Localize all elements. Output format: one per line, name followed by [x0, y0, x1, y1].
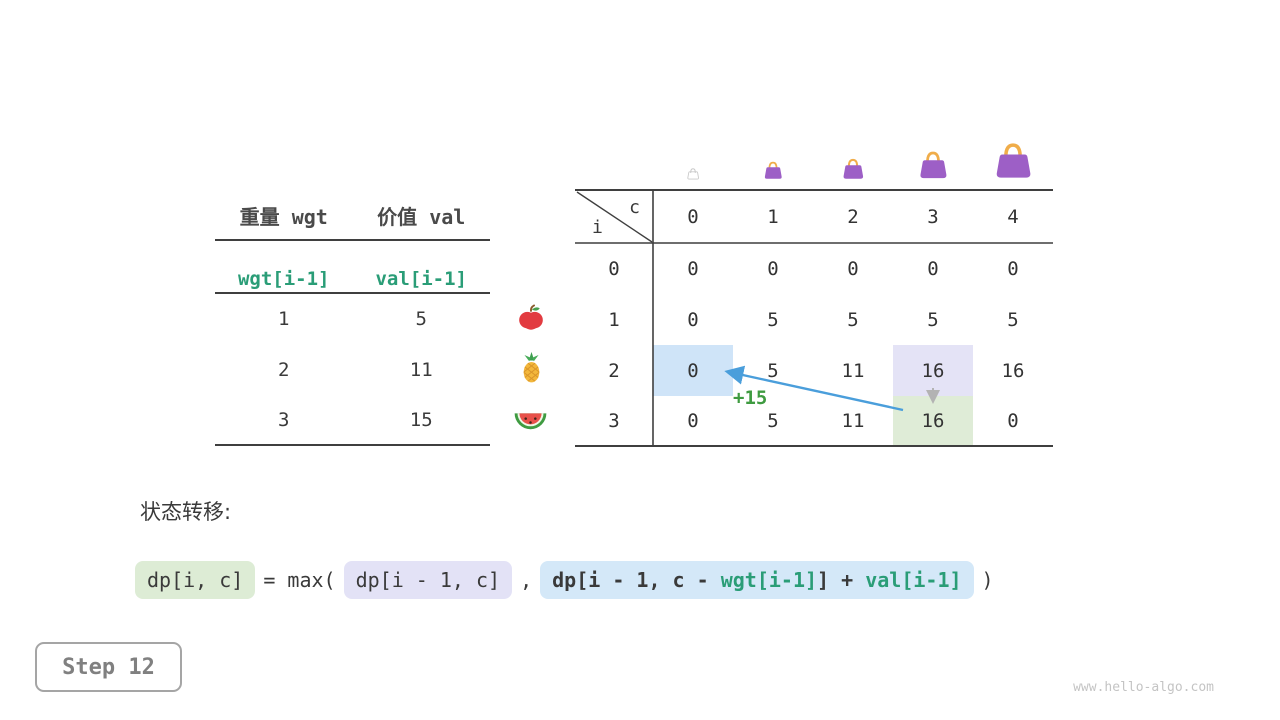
- state-transition-formula: dp[i, c] = max( dp[i - 1, c] , dp[i - 1,…: [135, 561, 994, 599]
- pineapple-icon: [523, 351, 540, 383]
- dp-cell-0-0: 0: [687, 257, 699, 280]
- dp-row-header-2: 2: [608, 359, 620, 382]
- dp-corner-row-var: i: [592, 217, 603, 238]
- dp-cell-3-0: 0: [687, 410, 699, 432]
- bag-capacity-2-icon: [843, 158, 864, 179]
- dp-corner-cell: c i: [575, 190, 653, 243]
- bag-capacity-4-icon: [996, 143, 1031, 178]
- dp-cell-1-1: 5: [767, 308, 779, 331]
- dp-cell-3-3: 16: [893, 396, 973, 446]
- formula-option-keep: dp[i - 1, c]: [343, 561, 513, 599]
- dp-cell-1-4: 5: [1007, 308, 1019, 331]
- step-label: Step 12: [62, 654, 155, 680]
- dp-cell-1-0: 0: [687, 308, 699, 331]
- dp-row-header-3: 3: [608, 410, 620, 432]
- dp-cell-3-1: 5: [767, 410, 779, 432]
- dp-col-header-4: 4: [1007, 205, 1019, 228]
- watermark: www.hello-algo.com: [1073, 680, 1214, 695]
- dp-col-header-3: 3: [927, 205, 939, 228]
- dp-cell-3-2: 11: [841, 410, 865, 432]
- item-weight-cell: 2: [278, 358, 290, 381]
- dp-table: c i 0 1 2 3 4 0 0 0 0 0 0 1 0 5 5 5 5 2 …: [575, 190, 1053, 446]
- step-indicator: Step 12: [35, 642, 182, 692]
- item-weight-cell: 3: [278, 409, 290, 431]
- dp-cell-2-0: 0: [653, 345, 733, 396]
- dp-cell-2-3: 16: [893, 345, 973, 396]
- bag-capacity-1-icon: [764, 161, 782, 179]
- dp-cell-2-4: 16: [1001, 359, 1025, 382]
- dp-cell-2-2: 11: [841, 359, 865, 382]
- dp-cell-1-3: 5: [927, 308, 939, 331]
- items-header-value: 价值 val: [377, 204, 466, 229]
- items-table: 重量 wgt 价值 val wgt[i-1] val[i-1] 1 5 2 11…: [215, 190, 490, 445]
- formula-take-val: val[i-1]: [865, 568, 962, 592]
- watermelon-icon: [514, 413, 547, 430]
- dp-col-header-1: 1: [767, 205, 779, 228]
- formula-dp-current: dp[i, c]: [135, 561, 256, 599]
- apple-icon: [519, 304, 543, 330]
- dp-cell-1-2: 5: [847, 308, 859, 331]
- formula-take-wgt: wgt[i-1]: [720, 568, 818, 592]
- item-value-cell: 11: [409, 358, 433, 381]
- item-value-cell: 5: [415, 307, 427, 330]
- dp-cell-0-2: 0: [847, 257, 859, 280]
- formula-operator: = max(: [263, 568, 336, 592]
- items-header-weight: 重量 wgt: [239, 204, 328, 229]
- dp-corner-col-var: c: [629, 197, 640, 218]
- dp-cell-0-1: 0: [767, 257, 779, 280]
- dp-cell-3-4: 0: [1007, 410, 1019, 432]
- item-weight-cell: 1: [278, 307, 290, 330]
- transfer-value-label: +15: [733, 387, 768, 409]
- formula-separator: ,: [520, 568, 533, 592]
- state-transition-heading: 状态转移:: [140, 500, 232, 524]
- bag-capacity-0-icon: [687, 168, 699, 180]
- item-value-cell: 15: [409, 409, 433, 431]
- items-code-val: val[i-1]: [375, 267, 467, 290]
- dp-col-header-2: 2: [847, 205, 859, 228]
- dp-row-header-0: 0: [608, 257, 620, 280]
- dp-cell-0-4: 0: [1007, 257, 1019, 280]
- dp-cell-2-1: 5: [767, 359, 779, 382]
- formula-take-prefix: dp[i - 1, c -: [552, 568, 721, 592]
- formula-option-take: dp[i - 1, c - wgt[i-1]] + val[i-1]: [540, 561, 974, 599]
- dp-row-header-1: 1: [608, 308, 620, 331]
- dp-col-header-0: 0: [687, 205, 699, 228]
- dp-cell-0-3: 0: [927, 257, 939, 280]
- formula-closing: ): [981, 568, 994, 592]
- items-code-wgt: wgt[i-1]: [237, 267, 330, 290]
- formula-take-mid: ] +: [817, 568, 866, 592]
- bag-capacity-3-icon: [920, 151, 947, 179]
